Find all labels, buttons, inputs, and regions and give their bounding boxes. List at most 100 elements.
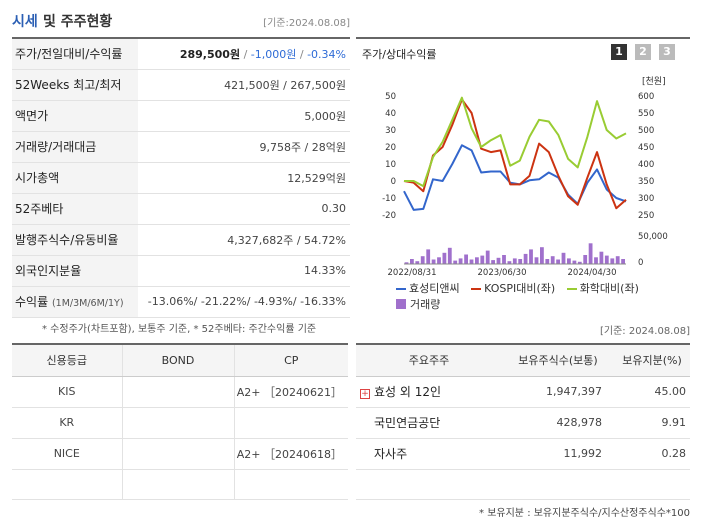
table-header-row: 주요주주 보유주식수(보통) 보유지분(%) (356, 344, 690, 377)
volume-bar (599, 251, 604, 264)
volume-bar (480, 255, 485, 264)
chart-page-1-button[interactable]: 1 (611, 44, 627, 60)
left-axis-tick: -10 (382, 194, 396, 204)
left-axis-tick: 40 (385, 109, 396, 119)
bond-cell (121, 407, 234, 439)
return-label: 수익률 (15, 295, 49, 309)
volume-bar (610, 258, 615, 264)
agency-cell: NICE (12, 438, 122, 470)
left-axis-tick: 50 (385, 92, 396, 102)
volume-bar (469, 259, 474, 264)
right-axis-tick: 300 (638, 194, 654, 204)
reference-date-2: [기준: 2024.08.08] (599, 326, 690, 337)
separator: / (240, 47, 251, 61)
agency-cell: KIS (12, 376, 122, 408)
volume-bar (447, 247, 452, 264)
relative-return-chart: [천원] 50 40 30 20 10 0 -10 -20 600 550 500 450 400 350 3… (382, 76, 668, 278)
credit-rating-table: 신용등급 BOND CP KIS A2+ ［20240621］ KR NICE … (12, 343, 348, 500)
volume-bar (615, 256, 620, 264)
right-axis-tick: 250 (638, 211, 654, 221)
stats-value: 289,500원 / -1,000원 / -0.34% (138, 38, 350, 70)
stats-row: 수익률 (1M/3M/6M/1Y) -13.06%/ -21.22%/ -4.9… (12, 286, 350, 318)
column-header: 주요주주 (356, 344, 502, 377)
section-header: 시세 및 주주현황 [기준:2024.08.08] (12, 8, 350, 32)
cp-cell: A2+ ［20240621］ (233, 376, 348, 408)
stats-row: 52주베타 0.30 (12, 193, 350, 225)
legend-item-chem: 화학대비(좌) (566, 280, 639, 296)
right-axis-tick: 350 (638, 177, 654, 187)
legend-label: 화학대비(좌) (579, 282, 639, 295)
right-axis-tick: 600 (638, 92, 654, 102)
shareholders-footnote: * 보유지분 : 보유지분주식수/지수산정주식수*100 (479, 508, 690, 519)
reference-date: [기준:2024.08.08] (263, 18, 350, 29)
stats-label: 외국인지분율 (12, 255, 138, 287)
column-header: CP (233, 344, 348, 377)
chart-title: 주가/상대수익률 (362, 48, 437, 61)
return-period-label: (1M/3M/6M/1Y) (51, 298, 124, 309)
x-axis-tick: 2023/06/30 (478, 268, 527, 278)
legend-item-kospi: KOSPI대비(좌) (471, 280, 555, 296)
volume-bar (453, 260, 458, 264)
left-axis-tick: 30 (385, 126, 396, 136)
shares-cell: 11,992 (502, 438, 614, 470)
column-header: 보유지분(%) (614, 344, 690, 377)
volume-bar (496, 257, 501, 264)
left-axis-tick: 20 (385, 143, 396, 153)
volume-bar (475, 257, 479, 264)
stats-value: 4,327,682주 / 54.72% (138, 224, 350, 256)
expand-icon[interactable]: + (360, 389, 370, 399)
chart-page-2-button[interactable]: 2 (635, 44, 651, 60)
stats-value: -13.06%/ -21.22%/ -4.93%/ -16.33% (138, 286, 350, 318)
volume-bar (529, 249, 533, 264)
cp-cell: A2+ ［20240618］ (233, 438, 348, 470)
volume-bar (420, 256, 425, 264)
empty-cell (12, 469, 122, 500)
volume-axis-tick: 50,000 (638, 232, 668, 242)
stats-row: 거래량/거래대금 9,758주 / 28억원 (12, 131, 350, 163)
holder-name-cell: 국민연금공단 (356, 407, 502, 439)
volume-bar (594, 257, 598, 264)
series-line-stock (403, 144, 627, 211)
volume-bar (572, 260, 577, 264)
left-axis-tick: -20 (382, 211, 396, 221)
stats-value: 14.33% (138, 255, 350, 287)
table-header-row: 신용등급 BOND CP (12, 344, 348, 377)
stats-row: 52Weeks 최고/최저 421,500원 / 267,500원 (12, 69, 350, 101)
series-line-kospi (403, 98, 627, 210)
empty-cell (502, 469, 614, 500)
empty-cell (356, 469, 502, 500)
volume-bar (518, 259, 523, 264)
volume-bar (437, 257, 441, 264)
cp-cell (233, 407, 348, 439)
chart-page-3-button[interactable]: 3 (659, 44, 675, 60)
volume-bar (458, 258, 463, 264)
shares-cell: 428,978 (502, 407, 614, 439)
volume-bar (512, 258, 517, 264)
percent-cell: 45.00 (614, 376, 690, 408)
legend-swatch (471, 288, 482, 290)
volume-bar (540, 247, 544, 264)
stats-row: 주가/전일대비/수익률 289,500원 / -1,000원 / -0.34% (12, 38, 350, 70)
legend-item-stock: 효성티앤씨 (396, 280, 460, 296)
right-axis-tick: 550 (638, 109, 654, 119)
table-row: + 효성 외 12인 1,947,397 45.00 (356, 376, 690, 408)
legend-swatch (396, 288, 406, 290)
stats-row: 액면가 5,000원 (12, 100, 350, 132)
stats-label: 52주베타 (12, 193, 138, 225)
table-row: 자사주 11,992 0.28 (356, 438, 690, 470)
stats-label: 시가총액 (12, 162, 138, 194)
volume-bar (404, 262, 409, 264)
table-row: 국민연금공단 428,978 9.91 (356, 407, 690, 439)
stats-label: 발행주식수/유동비율 (12, 224, 138, 256)
volume-bar (550, 256, 555, 264)
legend-item-volume: 거래량 (396, 296, 440, 312)
left-axis-tick: 10 (385, 160, 396, 170)
bond-cell (121, 376, 234, 408)
table-row: NICE A2+ ［20240618］ (12, 438, 348, 470)
stats-label: 수익률 (1M/3M/6M/1Y) (12, 286, 138, 318)
stats-value: 5,000원 (138, 100, 350, 132)
separator: / (296, 47, 308, 61)
volume-axis-tick: 0 (638, 258, 643, 268)
volume-bar (556, 259, 560, 264)
series-line-chem (404, 96, 627, 188)
